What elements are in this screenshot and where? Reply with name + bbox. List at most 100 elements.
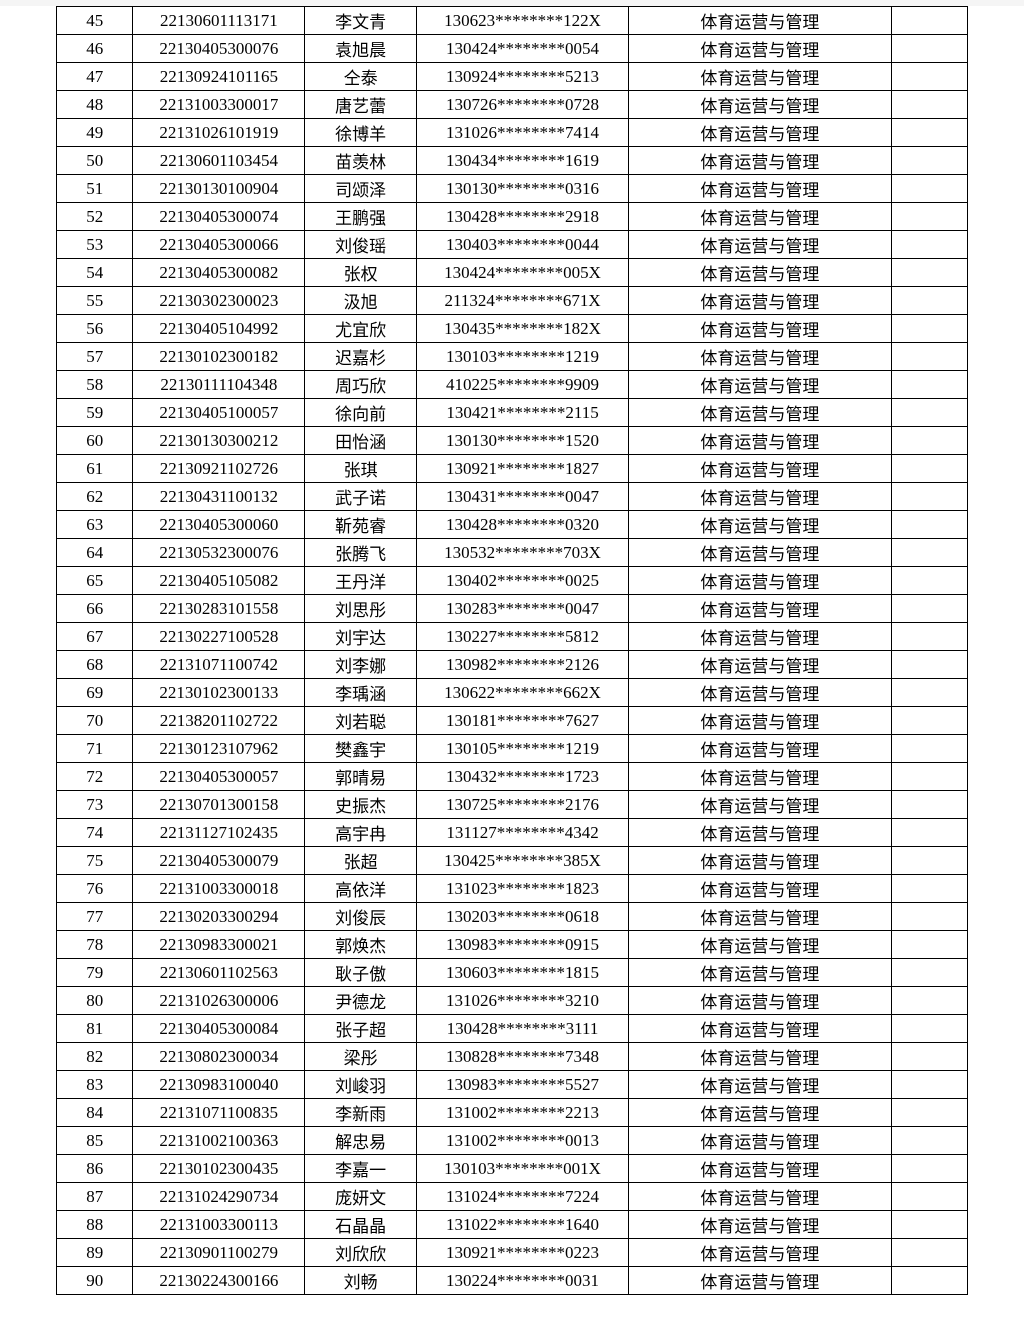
table-cell: 130726********0728 — [416, 91, 628, 119]
table-row: 6922130102300133李瑀涵130622********662X体育运… — [57, 679, 968, 707]
table-cell: 130227********5812 — [416, 623, 628, 651]
table-cell: 22130102300182 — [133, 343, 305, 371]
table-cell: 55 — [57, 287, 133, 315]
table-cell: 68 — [57, 651, 133, 679]
table-cell: 22130701300158 — [133, 791, 305, 819]
table-cell: 59 — [57, 399, 133, 427]
table-row: 8622130102300435李嘉一130103********001X体育运… — [57, 1155, 968, 1183]
table-cell: 81 — [57, 1015, 133, 1043]
table-cell: 22131024290734 — [133, 1183, 305, 1211]
table-cell: 庞妍文 — [305, 1183, 417, 1211]
table-cell: 130203********0618 — [416, 903, 628, 931]
table-cell — [891, 91, 967, 119]
table-cell: 75 — [57, 847, 133, 875]
table-cell: 22130203300294 — [133, 903, 305, 931]
table-cell: 130224********0031 — [416, 1267, 628, 1295]
table-cell — [891, 259, 967, 287]
table-cell — [891, 987, 967, 1015]
table-cell: 体育运营与管理 — [629, 371, 891, 399]
table-cell: 48 — [57, 91, 133, 119]
table-cell: 22130405300082 — [133, 259, 305, 287]
table-cell: 22130405300074 — [133, 203, 305, 231]
table-cell: 李新雨 — [305, 1099, 417, 1127]
table-cell: 22138201102722 — [133, 707, 305, 735]
table-cell: 51 — [57, 175, 133, 203]
table-cell: 22130102300435 — [133, 1155, 305, 1183]
table-row: 7822130983300021郭焕杰130983********0915体育运… — [57, 931, 968, 959]
table-cell — [891, 231, 967, 259]
table-cell: 70 — [57, 707, 133, 735]
table-row: 6522130405105082王丹洋130402********0025体育运… — [57, 567, 968, 595]
table-cell: 80 — [57, 987, 133, 1015]
table-row: 6222130431100132武子诺130431********0047体育运… — [57, 483, 968, 511]
table-cell: 130623********122X — [416, 7, 628, 35]
table-cell: 22130983100040 — [133, 1071, 305, 1099]
table-cell — [891, 119, 967, 147]
table-cell — [891, 875, 967, 903]
table-row: 4822131003300017唐艺蕾130726********0728体育运… — [57, 91, 968, 119]
table-cell: 85 — [57, 1127, 133, 1155]
table-cell — [891, 315, 967, 343]
table-row: 5422130405300082张权130424********005X体育运营… — [57, 259, 968, 287]
table-cell: 体育运营与管理 — [629, 35, 891, 63]
table-cell: 45 — [57, 7, 133, 35]
table-cell: 84 — [57, 1099, 133, 1127]
table-cell — [891, 707, 967, 735]
table-cell — [891, 343, 967, 371]
table-row: 8322130983100040刘峻羽130983********5527体育运… — [57, 1071, 968, 1099]
table-cell: 体育运营与管理 — [629, 203, 891, 231]
table-row: 7922130601102563耿子傲130603********1815体育运… — [57, 959, 968, 987]
table-cell: 130421********2115 — [416, 399, 628, 427]
table-cell: 体育运营与管理 — [629, 1239, 891, 1267]
table-row: 5622130405104992尤宜欣130435********182X体育运… — [57, 315, 968, 343]
table-cell: 体育运营与管理 — [629, 959, 891, 987]
table-cell: 李瑀涵 — [305, 679, 417, 707]
table-cell: 58 — [57, 371, 133, 399]
table-cell: 87 — [57, 1183, 133, 1211]
table-cell — [891, 847, 967, 875]
table-cell — [891, 175, 967, 203]
table-cell: 22130924101165 — [133, 63, 305, 91]
table-cell: 130428********3111 — [416, 1015, 628, 1043]
table-cell: 60 — [57, 427, 133, 455]
table-cell: 211324********671X — [416, 287, 628, 315]
table-cell: 77 — [57, 903, 133, 931]
table-cell: 89 — [57, 1239, 133, 1267]
table-cell: 体育运营与管理 — [629, 119, 891, 147]
table-cell: 仝泰 — [305, 63, 417, 91]
table-cell: 徐向前 — [305, 399, 417, 427]
table-cell: 22131026300006 — [133, 987, 305, 1015]
table-cell: 22131071100835 — [133, 1099, 305, 1127]
table-cell: 体育运营与管理 — [629, 1043, 891, 1071]
table-cell: 22130130100904 — [133, 175, 305, 203]
table-cell: 徐博羊 — [305, 119, 417, 147]
table-cell: 郭晴易 — [305, 763, 417, 791]
table-cell: 130921********0223 — [416, 1239, 628, 1267]
table-row: 5822130111104348周巧欣410225********9909体育运… — [57, 371, 968, 399]
table-cell — [891, 371, 967, 399]
table-cell: 体育运营与管理 — [629, 1155, 891, 1183]
table-cell: 130424********0054 — [416, 35, 628, 63]
table-cell: 迟嘉杉 — [305, 343, 417, 371]
table-cell: 刘畅 — [305, 1267, 417, 1295]
table-cell: 体育运营与管理 — [629, 735, 891, 763]
table-cell: 22130601113171 — [133, 7, 305, 35]
table-cell: 61 — [57, 455, 133, 483]
table-cell: 体育运营与管理 — [629, 1099, 891, 1127]
table-cell: 131024********7224 — [416, 1183, 628, 1211]
table-cell — [891, 539, 967, 567]
table-cell: 130428********2918 — [416, 203, 628, 231]
table-cell: 131026********3210 — [416, 987, 628, 1015]
table-cell: 130105********1219 — [416, 735, 628, 763]
table-cell: 410225********9909 — [416, 371, 628, 399]
table-cell: 22130405100057 — [133, 399, 305, 427]
table-cell: 90 — [57, 1267, 133, 1295]
table-cell: 22131002100363 — [133, 1127, 305, 1155]
table-cell: 131022********1640 — [416, 1211, 628, 1239]
table-cell — [891, 595, 967, 623]
table-cell — [891, 511, 967, 539]
table-cell: 张腾飞 — [305, 539, 417, 567]
table-row: 8222130802300034梁彤130828********7348体育运营… — [57, 1043, 968, 1071]
table-cell: 22130532300076 — [133, 539, 305, 567]
table-cell: 130435********182X — [416, 315, 628, 343]
